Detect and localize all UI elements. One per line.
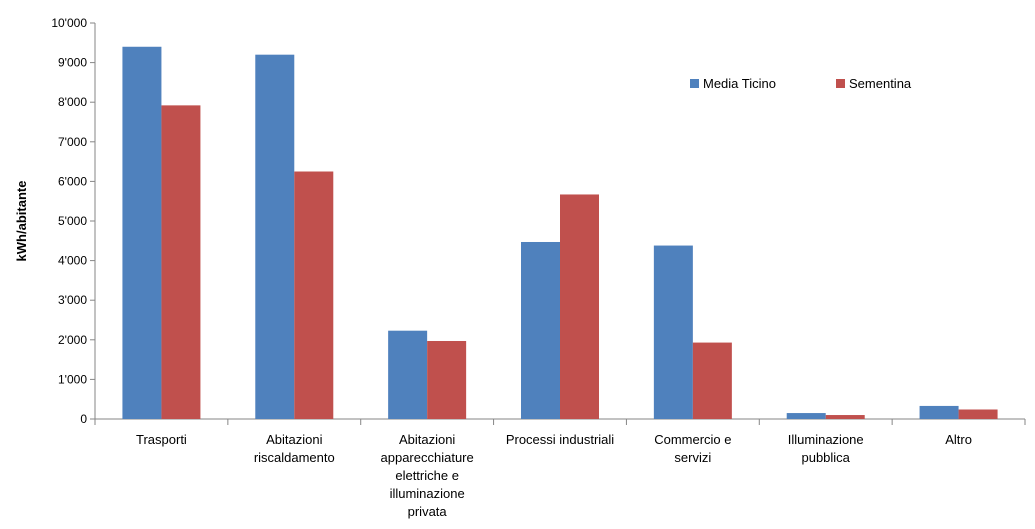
legend-swatch: [690, 79, 699, 88]
y-tick-label: 1'000: [58, 372, 87, 386]
x-tick-label-line: privata: [408, 504, 448, 519]
x-tick-label: Processi industriali: [506, 432, 614, 447]
bar-media-ticino: [919, 405, 959, 419]
x-tick-label: Altro: [945, 432, 972, 447]
x-tick-label-line: Trasporti: [136, 432, 187, 447]
y-tick-label: 9'000: [58, 56, 87, 70]
bar-sementina: [958, 409, 998, 419]
bar-sementina: [825, 415, 865, 419]
bars: [122, 46, 998, 420]
bar-media-ticino: [388, 330, 428, 419]
x-tick-label: Abitazioni riscaldamento: [254, 432, 335, 465]
y-tick-label: 7'000: [58, 135, 87, 149]
bar-media-ticino: [653, 245, 693, 419]
x-tick-label-line: servizi: [674, 450, 711, 465]
bar-media-ticino: [521, 241, 560, 419]
y-tick-label: 5'000: [58, 214, 87, 228]
y-tick-label: 6'000: [58, 174, 87, 188]
x-tick-label-line: Processi industriali: [506, 432, 614, 447]
y-tick-label: 2'000: [58, 333, 87, 347]
x-tick-label-line: Abitazioni: [266, 432, 322, 447]
x-tick-label: Illuminazione pubblica: [788, 432, 864, 465]
legend-label: Media Ticino: [703, 76, 776, 91]
y-tick-label: 10'000: [51, 16, 87, 30]
x-tick-label: Trasporti: [136, 432, 187, 447]
legend-label: Sementina: [849, 76, 912, 91]
bar-media-ticino: [122, 46, 162, 419]
y-axis-label: kWh/abitante: [14, 181, 29, 262]
bar-sementina: [161, 105, 201, 420]
category-labels: Trasporti Abitazioni riscaldamentoAbitazio…: [136, 432, 972, 519]
bar-sementina: [294, 171, 334, 419]
x-tick-label-line: Altro: [945, 432, 972, 447]
bar-sementina: [692, 342, 732, 419]
y-tick-label: 0: [80, 412, 87, 426]
x-tick-label: Abitazioni apparecchiature elettriche e ill…: [381, 432, 474, 519]
legend: Media Ticino Sementina: [690, 76, 912, 91]
x-tick-label: Commercio e servizi: [654, 432, 731, 465]
x-tick-label-line: apparecchiature: [381, 450, 474, 465]
x-tick-label-line: Commercio e: [654, 432, 731, 447]
bar-sementina: [427, 340, 467, 419]
y-tick-label: 8'000: [58, 95, 87, 109]
legend-swatch: [836, 79, 845, 88]
x-tick-label-line: pubblica: [801, 450, 850, 465]
x-tick-label-line: Abitazioni: [399, 432, 455, 447]
bar-media-ticino: [786, 413, 826, 419]
x-axis: [94, 418, 1026, 425]
bar-media-ticino: [255, 54, 295, 420]
x-tick-label-line: Illuminazione: [788, 432, 864, 447]
x-tick-label-line: riscaldamento: [254, 450, 335, 465]
bar-sementina: [560, 194, 599, 419]
y-tick-label: 4'000: [58, 254, 87, 268]
y-tick-label: 3'000: [58, 293, 87, 307]
x-tick-label-line: elettriche e: [395, 468, 459, 483]
x-tick-label-line: illuminazione: [390, 486, 465, 501]
y-axis: 0 1'000 2'000 3'000 4'000 5'000 6'000 7'000 8'00…: [51, 16, 96, 426]
